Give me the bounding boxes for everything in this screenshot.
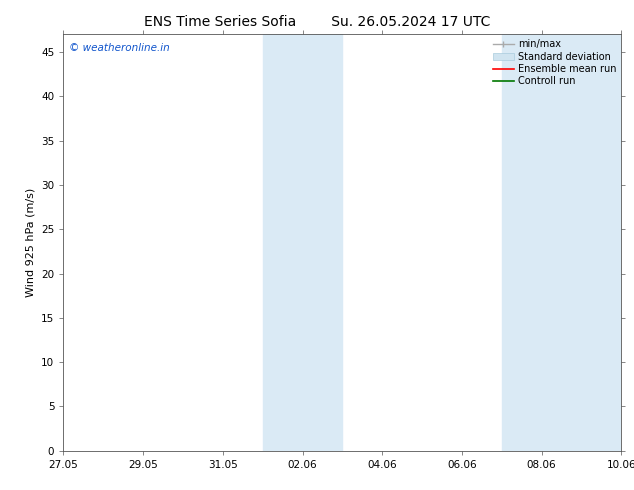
Legend: min/max, Standard deviation, Ensemble mean run, Controll run: min/max, Standard deviation, Ensemble me…	[491, 37, 618, 88]
Bar	[262, 34, 342, 451]
Text: © weatheronline.in: © weatheronline.in	[69, 43, 170, 52]
Text: ENS Time Series Sofia        Su. 26.05.2024 17 UTC: ENS Time Series Sofia Su. 26.05.2024 17 …	[144, 15, 490, 29]
Y-axis label: Wind 925 hPa (m/s): Wind 925 hPa (m/s)	[25, 188, 36, 297]
Bar	[501, 34, 621, 451]
